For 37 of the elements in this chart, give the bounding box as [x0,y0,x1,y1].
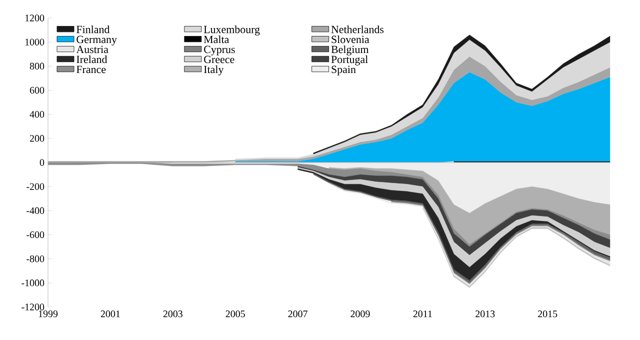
legend-label: Belgium [331,45,369,56]
y-tick-label: 400 [30,110,44,118]
legend-label: Finland [76,25,110,34]
x-tick-label: 2003 [163,310,182,318]
legend-label: Greece [204,56,234,64]
legend-label: France [76,66,106,74]
y-tick-label: 200 [30,135,44,142]
y-tick-label: -400 [26,207,44,214]
legend-label: Netherlands [331,25,384,34]
x-tick-label: 2005 [226,310,245,318]
y-tick-label: -600 [26,231,44,238]
legend-label: Germany [76,36,117,46]
x-tick-label: 2007 [288,310,308,318]
x-tick-label: 2001 [100,310,120,318]
x-tick-label: 2011 [413,310,432,318]
legend-label: Spain [332,66,356,76]
x-tick-label: 2015 [538,310,558,318]
y-tick-label: 1000 [25,38,44,46]
x-tick-label: 2013 [476,310,495,318]
y-tick-label: 800 [30,62,44,70]
legend-label: Malta [204,35,230,44]
legend-label: Italy [204,65,224,76]
legend-label: Ireland [76,55,108,64]
x-tick-label: 2009 [350,310,370,318]
y-tick-label: 600 [30,86,44,94]
y-tick-label: -800 [26,255,44,262]
y-tick-label: -1000 [22,280,44,286]
x-tick-label: 1999 [38,310,58,318]
y-tick-label: -200 [26,183,44,190]
legend-label: Austria [76,46,108,54]
y-tick-label: -1200 [22,304,44,310]
y-tick-label: 0 [40,159,44,166]
legend-label: Portugal [331,55,368,66]
legend-label: Cyprus [204,46,235,56]
legend-label: Slovenia [332,35,370,44]
legend-label: Luxembourg [204,25,260,36]
y-tick-label: 1200 [25,14,44,22]
